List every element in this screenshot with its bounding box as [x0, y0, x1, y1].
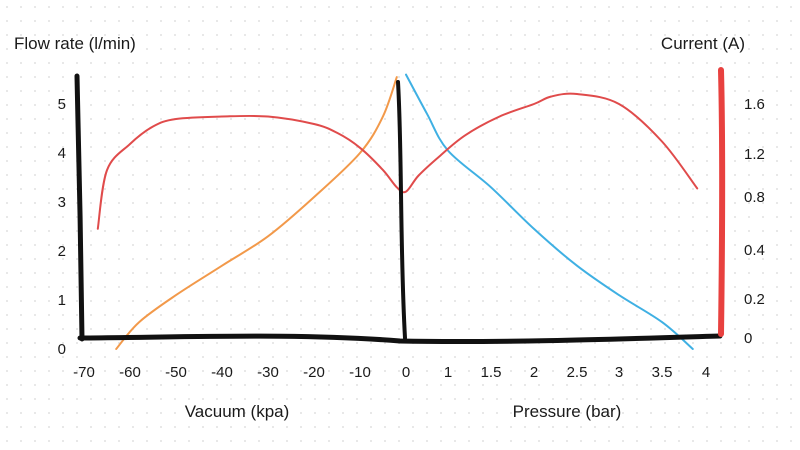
flow-tick-label: 4 — [58, 145, 66, 162]
vacuum-tick-label: -30 — [257, 364, 279, 381]
flow-tick-label: 3 — [58, 194, 66, 211]
current-tick-label: 1.2 — [744, 146, 765, 163]
vacuum-tick-label: 0 — [402, 364, 410, 381]
vacuum-tick-label: -50 — [165, 364, 187, 381]
left-axis-line — [74, 73, 85, 342]
right-axis-line — [718, 67, 726, 337]
vacuum-axis-title: Vacuum (kpa) — [185, 402, 290, 421]
pressure-tick-label: 1 — [444, 364, 452, 381]
pressure-tick-label: 2 — [530, 364, 538, 381]
vacuum-tick-label: -10 — [349, 364, 371, 381]
pressure-axis-title: Pressure (bar) — [513, 402, 622, 421]
pressure-flow-line — [405, 73, 694, 350]
pressure-tick-label: 3 — [615, 364, 623, 381]
center-axis-line — [396, 80, 407, 340]
current-tick-label: 0 — [744, 330, 752, 347]
vacuum-tick-label: -60 — [119, 364, 141, 381]
current-tick-label: 1.6 — [744, 96, 765, 113]
right-axis-title: Current (A) — [661, 34, 745, 53]
current-line — [96, 92, 699, 230]
pressure-tick-label: 2.5 — [567, 364, 588, 381]
current-tick-label: 0.4 — [744, 242, 765, 259]
flow-tick-label: 0 — [58, 341, 66, 358]
current-tick-label: 0.8 — [744, 189, 765, 206]
pressure-tick-label: 3.5 — [652, 364, 673, 381]
data-curves — [96, 73, 699, 350]
vacuum-tick-label: -20 — [303, 364, 325, 381]
vacuum-tick-label: -70 — [73, 364, 95, 381]
vacuum-tick-label: -40 — [211, 364, 233, 381]
tick-labels: 0 1 2 3 4 5 0 0.2 0.4 0.8 1.2 1.6 -70 -60 -50 -40 -30 -20… — [58, 96, 765, 381]
current-tick-label: 0.2 — [744, 291, 765, 308]
pressure-tick-label: 4 — [702, 364, 710, 381]
bottom-axis-line — [77, 333, 723, 345]
left-axis-title: Flow rate (l/min) — [14, 34, 136, 53]
flow-tick-label: 5 — [58, 96, 66, 113]
flow-tick-label: 1 — [58, 292, 66, 309]
vacuum-flow-line — [115, 76, 398, 350]
pressure-tick-label: 1.5 — [481, 364, 502, 381]
flow-tick-label: 2 — [58, 243, 66, 260]
